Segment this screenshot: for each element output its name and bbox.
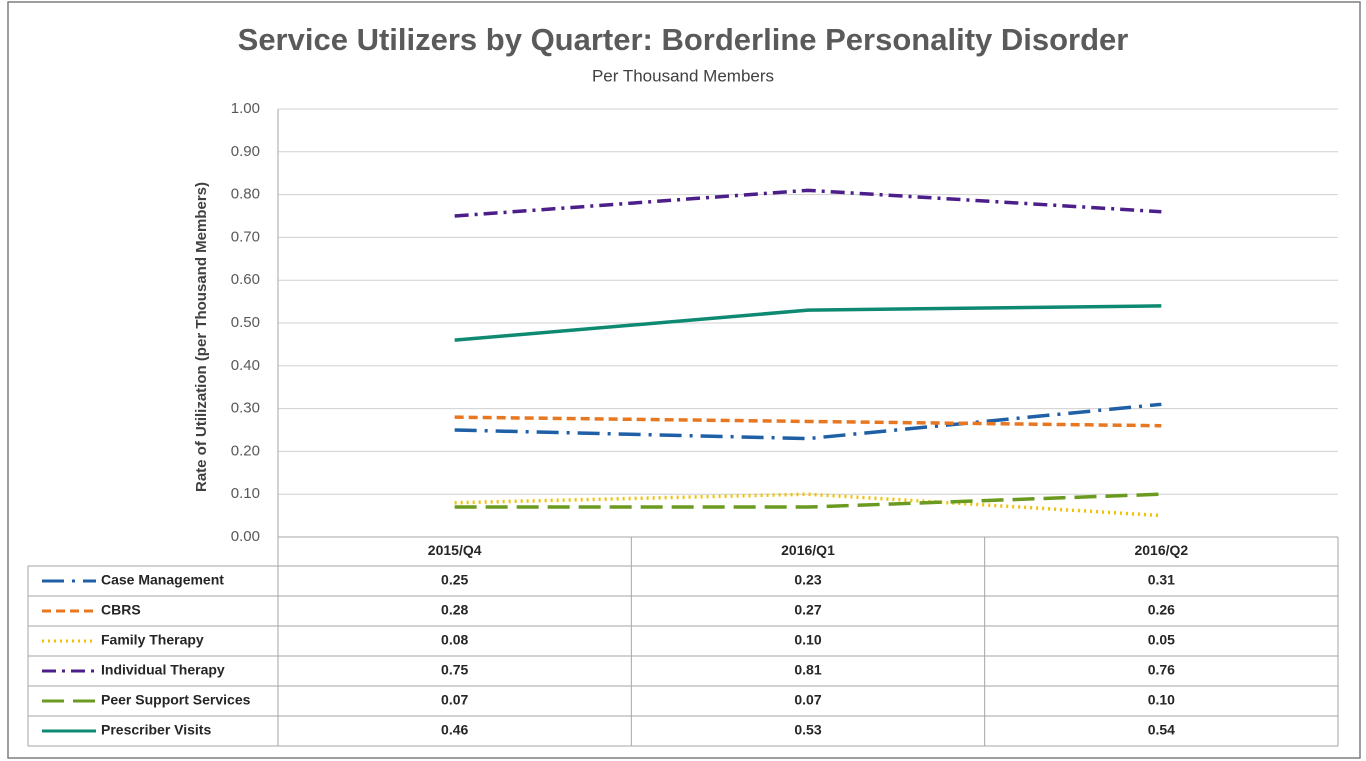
table-value: 0.75 xyxy=(441,662,468,678)
chart-title: Service Utilizers by Quarter: Borderline… xyxy=(238,22,1129,57)
series-line xyxy=(454,304,1162,342)
series-line xyxy=(454,188,1162,218)
table-value: 0.10 xyxy=(794,632,821,648)
y-tick-label: 0.30 xyxy=(231,400,260,417)
table-value: 0.27 xyxy=(794,602,821,618)
table-value: 0.05 xyxy=(1148,632,1175,648)
legend-label: Individual Therapy xyxy=(101,662,225,678)
table-value: 0.81 xyxy=(794,662,821,678)
legend-label: CBRS xyxy=(101,602,141,618)
series-line xyxy=(454,415,1162,428)
table-value: 0.28 xyxy=(441,602,468,618)
table-value: 0.23 xyxy=(794,572,821,588)
table-value: 0.31 xyxy=(1148,572,1175,588)
y-tick-label: 0.00 xyxy=(231,528,260,545)
table-value: 0.26 xyxy=(1148,602,1175,618)
y-tick-label: 0.40 xyxy=(231,357,260,374)
table-value: 0.25 xyxy=(441,572,468,588)
table-value: 0.53 xyxy=(794,722,821,738)
table-value: 0.08 xyxy=(441,632,468,648)
series-line xyxy=(454,492,1162,518)
y-tick-label: 0.70 xyxy=(231,228,260,245)
y-tick-label: 0.90 xyxy=(231,143,260,160)
y-tick-label: 0.80 xyxy=(231,186,260,203)
table-value: 0.76 xyxy=(1148,662,1175,678)
legend-label: Family Therapy xyxy=(101,632,204,648)
legend-label: Peer Support Services xyxy=(101,692,251,708)
x-tick-label: 2016/Q2 xyxy=(1134,542,1188,558)
y-tick-label: 0.60 xyxy=(231,271,260,288)
x-tick-label: 2016/Q1 xyxy=(781,542,835,558)
table-value: 0.07 xyxy=(794,692,821,708)
chart-subtitle: Per Thousand Members xyxy=(592,66,774,85)
frame xyxy=(7,1,1361,759)
table-value: 0.10 xyxy=(1148,692,1175,708)
table-value: 0.07 xyxy=(441,692,468,708)
series-line xyxy=(454,402,1162,441)
series-line xyxy=(454,492,1162,509)
y-tick-label: 0.20 xyxy=(231,442,260,459)
y-tick-label: 0.10 xyxy=(231,485,260,502)
x-tick-label: 2015/Q4 xyxy=(428,542,482,558)
legend-label: Case Management xyxy=(101,572,224,588)
y-tick-label: 0.50 xyxy=(231,314,260,331)
table-value: 0.46 xyxy=(441,722,468,738)
legend-label: Prescriber Visits xyxy=(101,722,211,738)
y-axis-label: Rate of Utilization (per Thousand Member… xyxy=(193,182,210,492)
table-value: 0.54 xyxy=(1148,722,1175,738)
y-tick-label: 1.00 xyxy=(231,100,260,117)
